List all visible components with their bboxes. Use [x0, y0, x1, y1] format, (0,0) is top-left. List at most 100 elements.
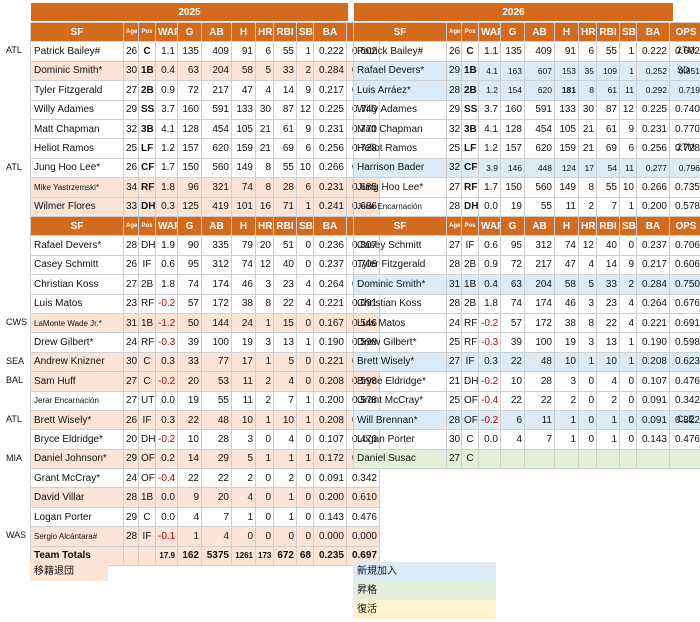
player-row: Wilmer Flores 33 DH 0.3 125 419 101 16 71 1 0.241 0…: [30, 196, 380, 217]
table-cell: C: [138, 41, 156, 62]
table-cell: 0.200: [313, 487, 347, 508]
table-cell: 2: [273, 468, 297, 489]
player-row: Heliot Ramos 25 LF 1.2 157 620 159 21 69 6 0.256 0.…: [30, 138, 380, 159]
table-cell: 4: [296, 274, 314, 295]
table-cell: 0: [578, 390, 597, 411]
column-header: SB: [296, 215, 314, 237]
table-cell: 57: [177, 293, 202, 314]
player-row: Christian Koss272B1.8741744632340.2640.6…: [30, 274, 380, 295]
table-cell: -0.4: [155, 468, 178, 489]
table-cell: 128: [177, 118, 202, 140]
table-cell: 0.342: [669, 390, 700, 411]
table-cell: 0: [296, 371, 314, 392]
table-cell: 2B: [461, 293, 479, 314]
table-cell: 0.190: [313, 332, 347, 353]
table-cell: SS: [138, 99, 156, 120]
player-row: Luis Arráez* 28 2B 1.2 154 620 181 8 61 11 0.292 0.…: [353, 80, 700, 101]
column-header: OPS: [669, 215, 700, 237]
table-cell: 0.0: [155, 487, 178, 508]
table-cell: 448: [524, 157, 555, 179]
table-cell: 1: [273, 487, 297, 508]
table-cell: 0.750: [669, 274, 700, 295]
table-cell: RF: [138, 293, 156, 314]
table-cell: 51: [273, 235, 297, 256]
table-cell: 7: [524, 429, 555, 450]
table-cell: 0.284: [636, 274, 670, 295]
table-cell: 1261: [231, 545, 256, 567]
table-cell: 25: [123, 138, 139, 159]
table-cell: Casey Schmitt: [353, 235, 447, 256]
table-cell: 27: [123, 80, 139, 101]
table-cell: Drew Gilbert*: [353, 332, 447, 353]
table-cell: 47: [231, 80, 256, 101]
table-cell: UT: [138, 390, 156, 411]
table-cell: 2: [255, 371, 274, 392]
table-cell: Brett Wisely*: [30, 409, 124, 431]
table-cell: 91: [554, 41, 579, 62]
team-label: WAS: [6, 530, 27, 541]
player-row: Dominic Smith* 31 1B 0.4 63 204 58 5 33 2 0.284 0.7…: [353, 274, 700, 295]
table-cell: 591: [524, 99, 555, 120]
table-cell: 0: [296, 487, 314, 508]
table-cell: Rafael Devers*: [30, 235, 124, 256]
player-row: Jung Hoo Lee* 27 RF 1.7 150 560 149 8 55 10 0.266 0…: [353, 177, 700, 198]
table-cell: 22: [273, 293, 297, 314]
table-cell: 20: [123, 429, 139, 450]
table-cell: 0.623: [669, 351, 700, 373]
table-cell: 74: [231, 177, 256, 198]
table-cell: 40: [596, 235, 620, 256]
table-cell: 7: [273, 390, 297, 411]
table-cell: 32: [446, 157, 462, 179]
table-cell: 0.091: [636, 409, 670, 431]
table-cell: 28: [446, 196, 462, 217]
team-label: CLE: [677, 414, 695, 424]
table-cell: RF: [138, 177, 156, 198]
table-cell: OF: [138, 468, 156, 489]
table-cell: 11: [619, 157, 637, 179]
table-cell: 0.610: [346, 487, 380, 508]
table-cell: 5: [273, 351, 297, 373]
table-cell: 0: [619, 390, 637, 411]
table-cell: 0.256: [313, 138, 347, 159]
table-cell: 0.740: [669, 99, 700, 120]
table-cell: 3: [231, 429, 256, 450]
table-cell: 19: [231, 332, 256, 353]
table-cell: 0.190: [636, 332, 670, 353]
table-cell: 2: [578, 196, 597, 217]
player-row: Jerar Encarnación 28 DH 0.0 19 55 11 2 7 1 0.200 0.…: [353, 196, 700, 217]
table-cell: 3: [578, 293, 597, 314]
table-cell: 0.208: [313, 409, 347, 431]
roster-2026-starters: SFAgePosWARGABHHRRBISBBAOPSPatrick Baile…: [353, 21, 700, 217]
player-row: Willy Adames 29 SS 3.7 160 591 133 30 87 12 0.225 0…: [353, 99, 700, 120]
table-cell: 149: [554, 177, 579, 198]
table-cell: 620: [201, 138, 232, 159]
table-cell: 11: [231, 371, 256, 392]
table-header-row: SFAgePosWARGABHHRRBISBBAOPS: [30, 21, 380, 43]
table-cell: 61: [596, 80, 620, 101]
table-cell: 26: [123, 409, 139, 431]
table-cell: 48: [524, 351, 555, 373]
table-cell: Daniel Johnson*: [30, 448, 124, 470]
column-header: Pos: [461, 215, 479, 237]
table-cell: 72: [177, 80, 202, 101]
table-cell: 0.578: [669, 196, 700, 217]
table-cell: 27: [446, 177, 462, 198]
roster-2025-starters: SFAgePosWARGABHHRRBISBBAOPSPatrick Baile…: [30, 21, 380, 217]
table-cell: 23: [273, 274, 297, 295]
table-cell: 61: [273, 118, 297, 140]
table-cell: [619, 448, 637, 470]
table-cell: 3: [554, 371, 579, 392]
table-cell: 0.0: [155, 506, 178, 528]
table-cell: 153: [554, 60, 579, 82]
table-cell: 10: [596, 351, 620, 373]
year-2026-header: 2026: [353, 2, 674, 22]
table-cell: 3B: [461, 118, 479, 140]
table-cell: IF: [461, 351, 479, 373]
table-cell: Patrick Bailey#: [353, 41, 447, 62]
table-cell: 1: [596, 429, 620, 450]
column-header: H: [231, 21, 256, 43]
table-cell: 6: [255, 41, 274, 62]
table-cell: 454: [524, 118, 555, 140]
player-row: Casey Schmitt 27 IF 0.6 95 312 74 12 40 0 0.237 0.7…: [353, 235, 700, 256]
column-header: OPS: [669, 21, 700, 43]
